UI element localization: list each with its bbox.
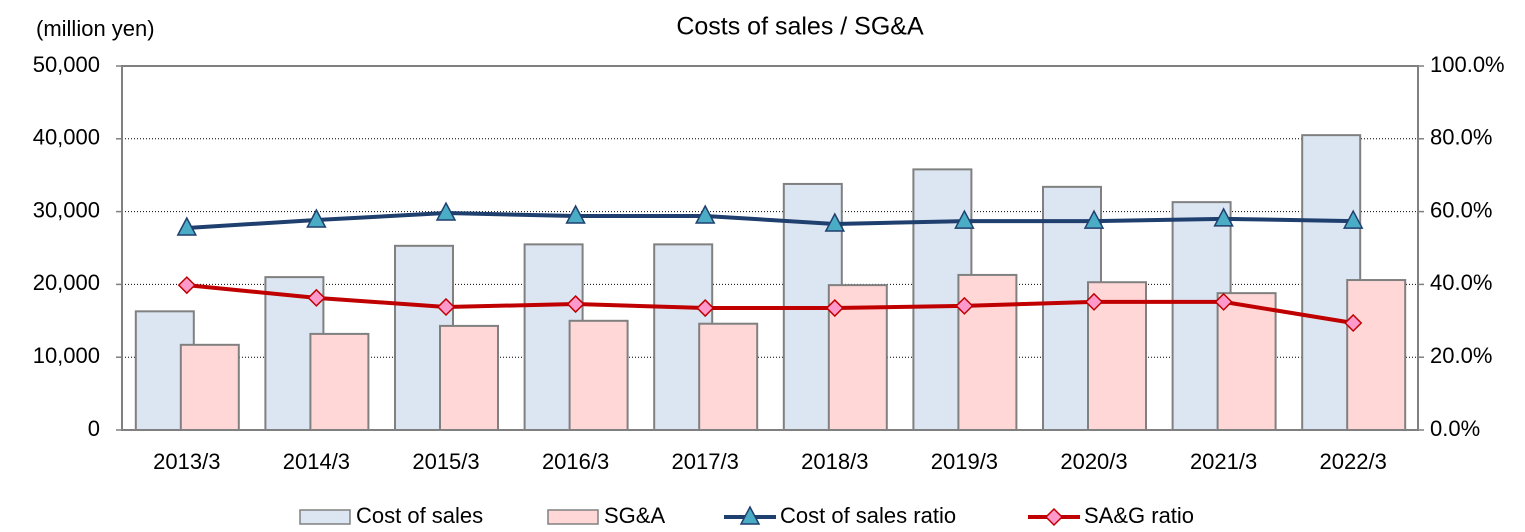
x-tick-label: 2014/3 — [283, 449, 350, 474]
y-axis-label: (million yen) — [36, 16, 155, 41]
x-tick-label: 2016/3 — [542, 449, 609, 474]
line-marker — [1083, 209, 1105, 229]
bar — [179, 343, 240, 432]
legend-swatch — [299, 509, 351, 525]
x-tick-label: 2021/3 — [1190, 449, 1257, 474]
y2-tick-label: 0.0% — [1430, 416, 1480, 441]
x-tick-label: 2015/3 — [412, 449, 479, 474]
line-marker — [1044, 507, 1064, 527]
line-marker — [176, 216, 198, 236]
line-marker — [1214, 292, 1233, 311]
y-tick-label: 20,000 — [33, 270, 100, 295]
line-marker — [566, 294, 585, 314]
legend-label: SA&G ratio — [1084, 503, 1194, 528]
bar — [568, 319, 629, 431]
legend-swatch — [547, 509, 599, 525]
x-tick-label: 2019/3 — [931, 449, 998, 474]
plot-area — [121, 65, 1419, 431]
line-marker — [954, 209, 975, 229]
bar — [957, 273, 1018, 431]
legend-label: Cost of sales ratio — [780, 503, 956, 528]
line-marker — [307, 288, 326, 307]
y2-tick-label: 80.0% — [1430, 125, 1492, 150]
y2-tick-label: 20.0% — [1430, 343, 1492, 368]
line-marker — [1342, 209, 1364, 229]
bar — [439, 324, 499, 431]
chart-title: Costs of sales / SG&A — [676, 13, 924, 41]
line-marker — [435, 201, 457, 221]
x-tick-label: 2020/3 — [1060, 449, 1127, 474]
line-marker — [1213, 207, 1234, 227]
line-marker — [177, 276, 196, 295]
x-tick-label: 2017/3 — [672, 449, 739, 474]
y-tick-label: 50,000 — [33, 52, 100, 77]
line-marker — [1344, 313, 1363, 333]
legend-label: Cost of sales — [356, 503, 483, 528]
line-marker — [739, 505, 761, 525]
line-marker — [436, 297, 456, 317]
bar — [309, 332, 370, 431]
y2-tick-label: 60.0% — [1430, 197, 1492, 222]
line-marker — [306, 208, 327, 228]
line-marker — [696, 298, 715, 318]
x-tick-label: 2022/3 — [1320, 449, 1387, 474]
x-tick-label: 2013/3 — [153, 449, 220, 474]
bar — [1216, 292, 1277, 431]
line-marker — [955, 296, 974, 315]
x-tick-label: 2018/3 — [801, 449, 868, 474]
line-marker — [565, 204, 586, 224]
bar — [698, 322, 759, 432]
y-tick-label: 0 — [88, 416, 100, 441]
line-marker — [1084, 292, 1104, 311]
bar — [1346, 279, 1407, 432]
line-marker — [824, 212, 846, 232]
y-tick-label: 30,000 — [33, 197, 100, 222]
line-marker — [694, 204, 716, 224]
line — [186, 211, 1354, 230]
y2-tick-label: 100.0% — [1430, 52, 1505, 77]
y-tick-label: 10,000 — [33, 343, 100, 368]
line-marker — [825, 298, 844, 318]
line — [186, 283, 1354, 325]
legend-label: SG&A — [604, 503, 665, 528]
y-tick-label: 40,000 — [33, 125, 100, 150]
y2-tick-label: 40.0% — [1430, 270, 1492, 295]
